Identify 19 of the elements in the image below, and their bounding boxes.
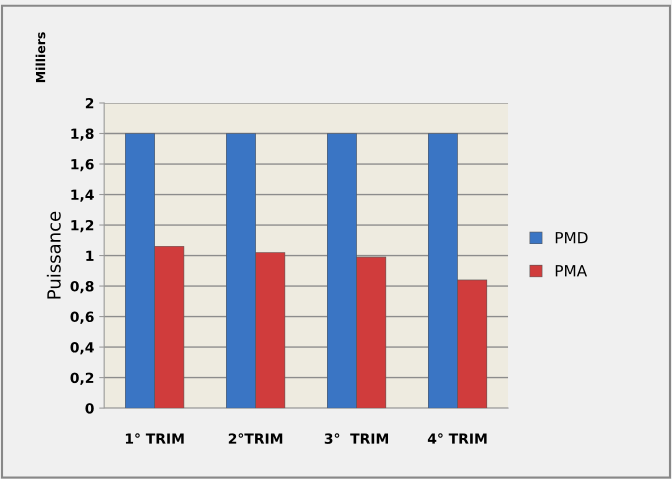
x-tick-label: 4° TRIM xyxy=(428,433,487,444)
y-tick-label: 0,6 xyxy=(70,312,94,324)
y-tick-label: 0,2 xyxy=(70,372,94,385)
x-tick-label: 3° TRIM xyxy=(324,433,388,444)
y-tick-label: 0,4 xyxy=(70,342,94,354)
y-tick-label: 2 xyxy=(86,98,94,108)
y-axis-title: Puissance xyxy=(46,212,61,298)
y-tick-label: 1,8 xyxy=(71,128,94,141)
x-tick-label: 2°TRIM xyxy=(228,433,282,444)
legend-label: PMD xyxy=(556,232,588,244)
y-tick-label: 0,8 xyxy=(70,281,94,294)
y-tick-label: 1,4 xyxy=(71,190,94,202)
x-tick-label: 1° TRIM xyxy=(126,433,184,444)
y-tick-label: 0 xyxy=(85,403,94,414)
y-tick-label: 1,6 xyxy=(71,158,94,172)
y-tick-label: 1,2 xyxy=(71,220,94,232)
text: Milliers xyxy=(36,32,46,82)
y-tick-label: 1 xyxy=(86,250,94,261)
legend-label: PMA xyxy=(556,265,588,276)
